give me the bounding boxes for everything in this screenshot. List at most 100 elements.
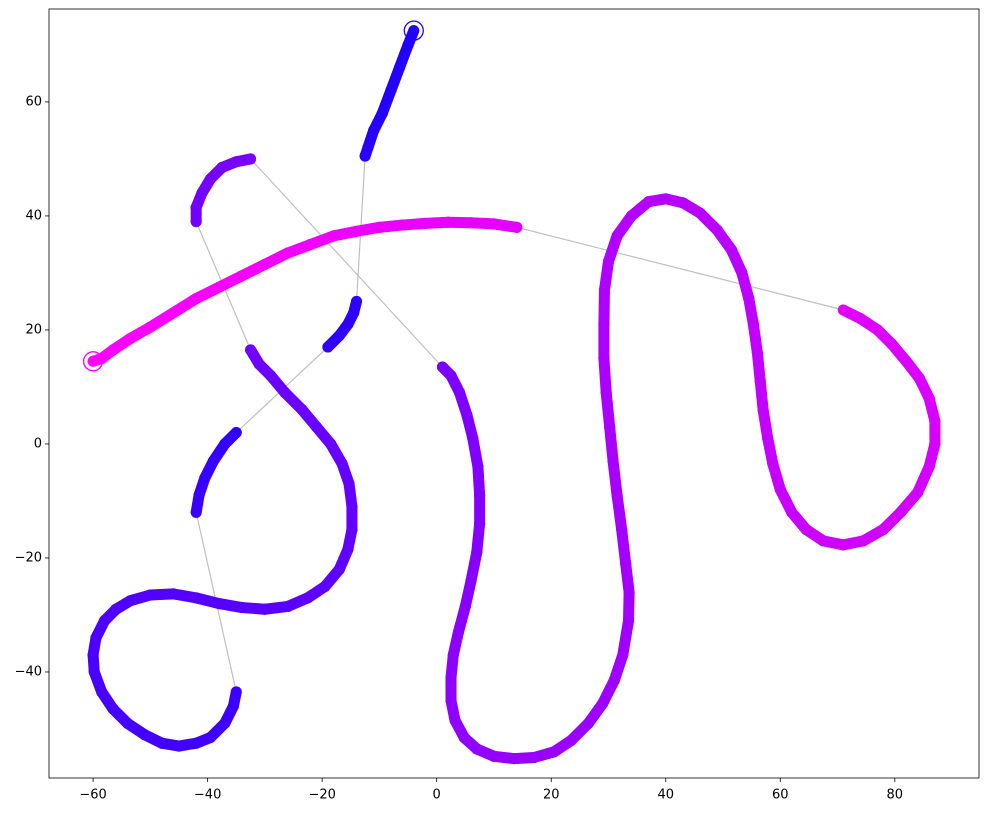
point [282, 247, 294, 259]
point [548, 746, 560, 758]
point [230, 156, 242, 168]
point [837, 539, 849, 551]
point [190, 201, 202, 213]
point [607, 455, 619, 467]
point [625, 210, 637, 222]
point [99, 615, 111, 627]
point [616, 523, 628, 535]
point [333, 563, 345, 575]
point [623, 615, 635, 627]
point [190, 216, 202, 228]
point [204, 173, 216, 185]
point [471, 743, 483, 755]
point [743, 293, 755, 305]
point [190, 506, 202, 518]
point [857, 535, 869, 547]
point [325, 438, 337, 450]
point [227, 700, 239, 712]
point [368, 124, 380, 136]
point [253, 358, 265, 370]
point [333, 330, 345, 342]
point [346, 501, 358, 513]
point [385, 85, 397, 97]
point [144, 589, 156, 601]
point [88, 666, 100, 678]
x-tick-label: 60 [772, 788, 789, 803]
point [362, 142, 374, 154]
trail [616, 523, 632, 570]
point [900, 355, 912, 367]
x-tick-label: 80 [887, 788, 904, 803]
point [156, 737, 168, 749]
point [343, 478, 355, 490]
point [582, 717, 594, 729]
point [762, 432, 774, 444]
point [617, 649, 629, 661]
point [351, 225, 363, 237]
point [436, 361, 448, 373]
point [472, 461, 484, 473]
point [736, 267, 748, 279]
point [449, 714, 461, 726]
point [872, 324, 884, 336]
start-marker [403, 20, 424, 41]
point [107, 703, 119, 715]
point [445, 370, 457, 382]
point [219, 717, 231, 729]
trail [611, 489, 628, 535]
point [402, 39, 414, 51]
x-tick-label: 20 [543, 788, 560, 803]
point [452, 626, 464, 638]
x-tick-label: 0 [433, 788, 441, 803]
end-marker [82, 351, 104, 372]
point [786, 506, 798, 518]
point [711, 224, 723, 236]
point [923, 392, 935, 404]
point [259, 603, 271, 615]
point [660, 193, 672, 205]
point [204, 732, 216, 744]
point [471, 546, 483, 558]
point [236, 602, 248, 614]
point [694, 207, 706, 219]
point [923, 461, 935, 473]
connector [250, 158, 443, 368]
plot-frame [48, 8, 980, 779]
point [774, 484, 786, 496]
point [196, 187, 208, 199]
point [190, 737, 202, 749]
y-tick-label: −40 [15, 664, 42, 679]
point [511, 221, 523, 233]
point [245, 344, 257, 356]
point [677, 197, 689, 209]
point [886, 338, 898, 350]
point [167, 588, 179, 600]
point [474, 518, 486, 530]
point [597, 697, 609, 709]
point [265, 370, 277, 382]
point [305, 238, 317, 250]
point [445, 694, 457, 706]
point [396, 219, 408, 231]
point [359, 150, 371, 162]
point [348, 307, 360, 319]
point [611, 489, 623, 501]
point [199, 472, 211, 484]
point [602, 256, 614, 268]
point [747, 318, 759, 330]
point [213, 281, 225, 293]
trail [607, 455, 623, 501]
point [279, 387, 291, 399]
point [393, 62, 405, 74]
point [488, 218, 500, 230]
point [373, 221, 385, 233]
point [459, 600, 471, 612]
trail [598, 284, 610, 330]
point [598, 352, 610, 364]
point [800, 523, 812, 535]
point [757, 404, 769, 416]
x-tick-label: −20 [308, 788, 335, 803]
point [461, 409, 473, 421]
y-tick-label: −20 [15, 550, 42, 565]
point [442, 216, 454, 228]
